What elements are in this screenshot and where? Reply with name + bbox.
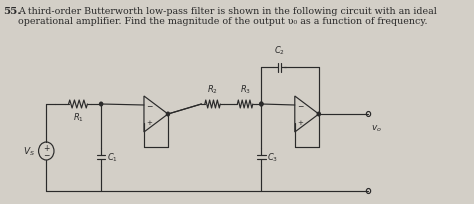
Text: $R_3$: $R_3$ — [239, 83, 251, 95]
Text: $v_o$: $v_o$ — [371, 123, 382, 134]
Text: $R_2$: $R_2$ — [207, 83, 218, 95]
Text: A third-order Butterworth low-pass filter is shown in the following circuit with: A third-order Butterworth low-pass filte… — [18, 7, 437, 16]
Circle shape — [260, 103, 263, 106]
Circle shape — [166, 113, 170, 116]
Text: $C_2$: $C_2$ — [274, 44, 285, 57]
Circle shape — [260, 103, 263, 106]
Text: −: − — [297, 102, 304, 111]
Text: +: + — [146, 119, 153, 125]
Circle shape — [317, 113, 320, 116]
Text: $C_1$: $C_1$ — [107, 151, 118, 163]
Circle shape — [100, 103, 103, 106]
Text: $R_1$: $R_1$ — [73, 111, 83, 124]
Text: −: − — [43, 151, 49, 160]
Text: +: + — [297, 119, 303, 125]
Text: −: − — [146, 102, 153, 111]
Text: $V_S$: $V_S$ — [23, 145, 35, 157]
Text: 55.: 55. — [3, 7, 21, 16]
Text: +: + — [43, 144, 49, 153]
Text: $C_3$: $C_3$ — [267, 151, 279, 163]
Text: operational amplifier. Find the magnitude of the output υ₀ as a function of freq: operational amplifier. Find the magnitud… — [18, 17, 428, 26]
